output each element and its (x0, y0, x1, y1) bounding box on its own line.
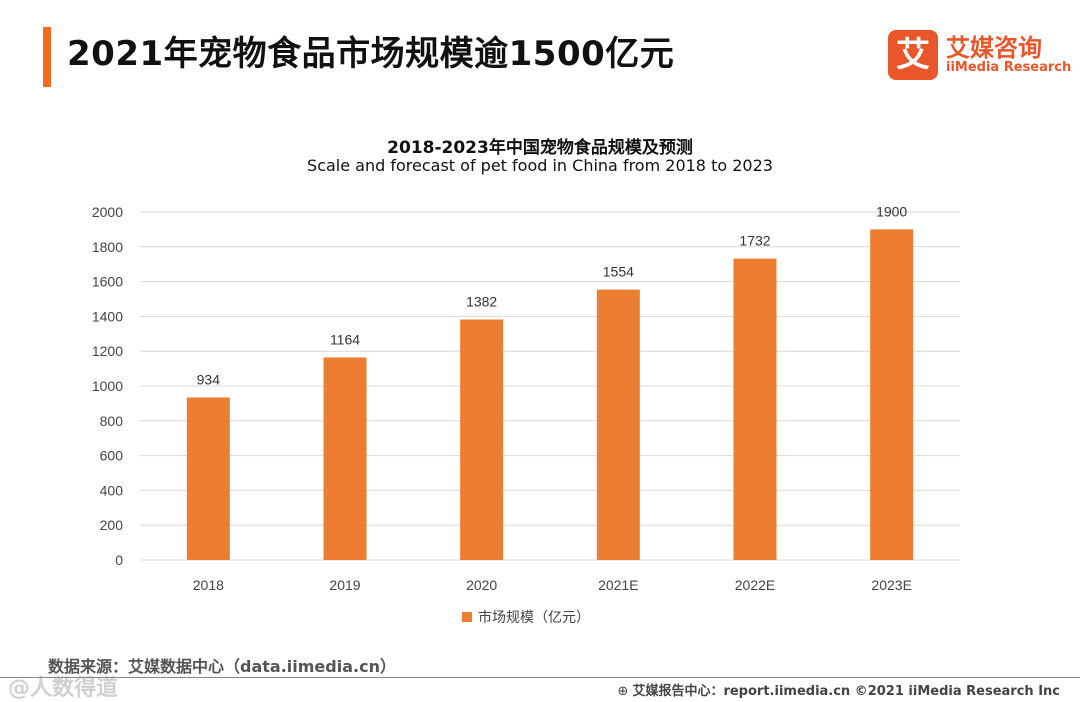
bar (460, 319, 504, 560)
bar (596, 289, 640, 560)
data-label: 934 (197, 371, 221, 387)
y-tick-label: 0 (115, 552, 123, 568)
watermark: @人数得道 (8, 676, 119, 701)
y-tick-label: 800 (100, 413, 124, 429)
x-tick-label: 2019 (329, 577, 360, 593)
iimedia-logo[interactable]: 艾 艾媒咨询 iiMedia Research (888, 30, 1072, 82)
x-tick-label: 2022E (735, 577, 775, 593)
footer-report: ⊕ 艾媒报告中心：report.iimedia.cn ©2021 iiMedia … (618, 680, 1060, 699)
y-tick-label: 1200 (92, 343, 123, 359)
data-label: 1164 (330, 331, 360, 347)
y-tick-label: 400 (100, 482, 124, 498)
data-label: 1382 (466, 294, 497, 310)
y-tick-label: 1600 (92, 274, 123, 290)
legend-label: 市场规模（亿元） (478, 609, 590, 626)
globe-icon: ⊕ (617, 684, 629, 699)
y-tick-label: 1400 (92, 308, 123, 324)
y-tick-label: 200 (100, 517, 124, 533)
bar (870, 229, 914, 560)
logo-name-cn: 艾媒咨询 (946, 34, 1042, 62)
footer-report-text: 艾媒报告中心：report.iimedia.cn ©2021 iiMedia R… (632, 684, 1060, 699)
logo-name-en: iiMedia Research (946, 60, 1072, 75)
footer-divider (0, 677, 1080, 678)
data-label: 1732 (739, 233, 770, 249)
bar (186, 397, 230, 560)
x-tick-label: 2020 (466, 577, 497, 593)
y-tick-label: 1800 (92, 239, 123, 255)
legend-swatch (462, 612, 472, 622)
bar (733, 258, 777, 560)
chart-subtitle: Scale and forecast of pet food in China … (307, 156, 773, 175)
y-tick-label: 600 (100, 448, 124, 464)
data-label: 1554 (603, 264, 634, 280)
x-tick-label: 2018 (193, 577, 224, 593)
data-label: 1900 (876, 203, 907, 219)
x-tick-label: 2023E (871, 577, 911, 593)
bar (323, 357, 367, 560)
title-accent-bar (43, 27, 51, 87)
data-source: 数据来源：艾媒数据中心（data.iimedia.cn） (48, 657, 396, 676)
chart-title: 2018-2023年中国宠物食品规模及预测 (387, 138, 693, 158)
y-tick-label: 1000 (92, 378, 123, 394)
x-tick-label: 2021E (598, 577, 638, 593)
page-title: 2021年宠物食品市场规模逾1500亿元 (67, 34, 675, 74)
y-tick-label: 2000 (92, 204, 123, 220)
logo-mark-icon: 艾 (888, 30, 938, 80)
